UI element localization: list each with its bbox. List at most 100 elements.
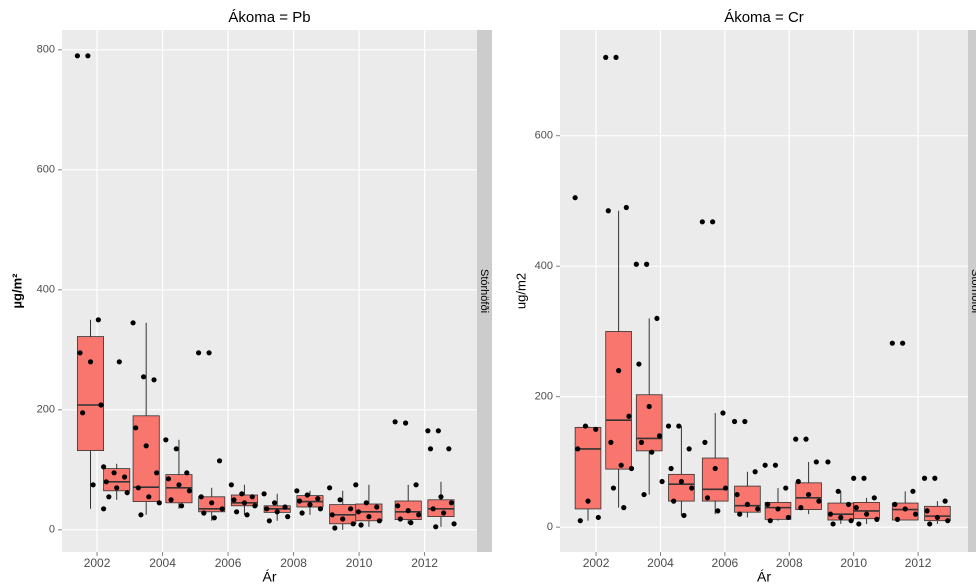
data-point	[327, 485, 333, 491]
x-tick-label: 2006	[712, 556, 739, 570]
data-point	[299, 510, 305, 516]
data-point	[264, 506, 270, 512]
data-point	[710, 219, 716, 225]
data-point	[902, 506, 908, 512]
data-point	[851, 475, 857, 481]
y-tick-label: 0	[547, 521, 553, 533]
panel-background	[62, 30, 477, 552]
data-point	[646, 403, 652, 410]
data-point	[575, 446, 581, 452]
data-point	[209, 500, 215, 506]
x-axis-label: Ár	[757, 569, 771, 585]
data-point	[900, 340, 906, 346]
data-point	[582, 423, 589, 429]
data-point	[722, 485, 729, 491]
x-tick-label: 2012	[905, 556, 932, 570]
data-point	[644, 261, 650, 267]
data-point	[252, 503, 258, 509]
data-point	[621, 505, 627, 511]
data-point	[154, 470, 160, 476]
data-point	[151, 377, 157, 383]
data-point	[932, 475, 938, 481]
strip	[968, 30, 976, 552]
data-point	[595, 514, 601, 521]
strip	[477, 30, 492, 552]
data-point	[85, 53, 91, 59]
data-point	[659, 478, 665, 485]
data-point	[173, 446, 179, 452]
data-point	[861, 475, 867, 481]
y-tick-label: 0	[49, 524, 55, 536]
data-point	[813, 459, 819, 465]
data-point	[767, 518, 773, 524]
data-point	[285, 514, 291, 520]
data-point	[636, 361, 642, 367]
data-point	[699, 219, 705, 225]
data-point	[845, 501, 852, 507]
box	[891, 502, 919, 521]
data-point	[271, 500, 278, 506]
data-point	[353, 482, 359, 488]
data-point	[856, 521, 862, 527]
data-point	[350, 521, 356, 527]
data-point	[163, 437, 169, 443]
data-point	[315, 496, 321, 502]
data-point	[765, 501, 771, 507]
data-point	[366, 514, 372, 520]
data-point	[430, 506, 436, 512]
data-point	[825, 459, 831, 465]
strip-label: Stórhöfði	[969, 269, 976, 313]
data-point	[626, 413, 632, 419]
y-axis-label: ug/m2	[513, 273, 528, 309]
data-point	[103, 479, 109, 485]
data-point	[744, 501, 751, 507]
data-point	[927, 521, 933, 527]
data-point	[201, 510, 207, 516]
data-point	[665, 423, 672, 429]
box	[574, 426, 602, 510]
data-point	[681, 512, 687, 519]
data-point	[848, 518, 854, 524]
box	[924, 505, 951, 522]
data-point	[405, 508, 411, 514]
data-point	[184, 470, 190, 476]
data-point	[785, 514, 791, 521]
data-point	[671, 498, 677, 504]
data-point	[347, 506, 354, 512]
data-point	[231, 497, 237, 503]
data-point	[894, 516, 901, 522]
data-point	[942, 498, 948, 504]
data-point	[451, 521, 457, 527]
x-tick-label: 2008	[776, 556, 803, 570]
data-point	[912, 511, 919, 517]
data-point	[116, 359, 122, 365]
data-point	[332, 525, 338, 531]
data-point	[628, 465, 635, 472]
data-point	[140, 374, 147, 380]
data-point	[186, 488, 193, 494]
data-point	[114, 485, 120, 491]
data-point	[363, 500, 369, 506]
data-point	[676, 423, 682, 429]
data-point	[863, 511, 870, 517]
data-point	[427, 446, 434, 452]
data-point	[704, 495, 711, 501]
data-point	[340, 516, 346, 522]
data-point	[211, 515, 217, 521]
data-point	[649, 449, 655, 455]
x-tick-label: 2002	[84, 556, 111, 570]
data-point	[198, 494, 204, 500]
data-point	[130, 320, 136, 326]
data-point	[216, 458, 223, 464]
data-point	[228, 482, 234, 488]
data-point	[715, 508, 721, 514]
data-point	[853, 505, 859, 511]
data-point	[668, 465, 674, 472]
data-point	[165, 476, 172, 482]
box	[76, 336, 104, 452]
data-point	[146, 494, 152, 500]
data-point	[233, 509, 240, 515]
data-point	[945, 518, 951, 524]
box	[734, 485, 761, 513]
